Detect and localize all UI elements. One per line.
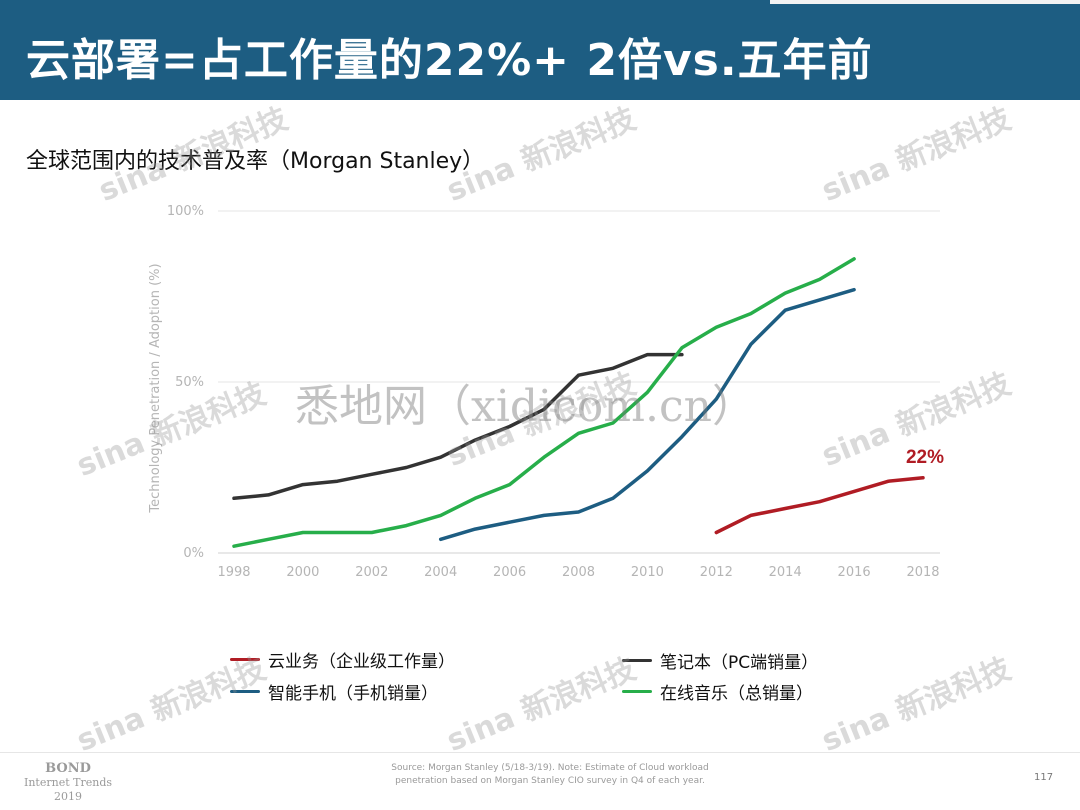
- source-line-1: Source: Morgan Stanley (5/18-3/19). Note…: [391, 763, 709, 773]
- annotation-label: 22%: [906, 447, 944, 468]
- x-tick-label: 2002: [355, 565, 388, 580]
- x-tick-label: 1998: [217, 565, 250, 580]
- page-title: 云部署=占工作量的22%+ 2倍vs.五年前: [26, 35, 873, 86]
- series-line-laptop: [232, 352, 684, 501]
- watermark-site: 悉地网（xidicom.cn）: [295, 381, 756, 432]
- x-tick-label: 2018: [906, 565, 939, 580]
- series-line-music: [232, 257, 856, 548]
- x-tick-label: 2014: [769, 565, 802, 580]
- x-tick-label: 2006: [493, 565, 526, 580]
- series-line-cloud: [714, 476, 925, 535]
- bond-logo-title: BOND: [45, 761, 91, 776]
- chart-subtitle: 全球范围内的技术普及率（Morgan Stanley）: [26, 149, 485, 174]
- source-line-2: penetration based on Morgan Stanley CIO …: [395, 776, 705, 786]
- y-tick-label: 0%: [183, 546, 204, 561]
- x-tick-label: 2010: [631, 565, 664, 580]
- bond-logo-subtitle: Internet Trends: [24, 776, 113, 789]
- x-tick-label: 2004: [424, 565, 457, 580]
- x-tick-label: 2016: [838, 565, 871, 580]
- y-tick-label: 50%: [175, 375, 204, 390]
- bond-logo: BOND Internet Trends 2019: [24, 762, 112, 804]
- x-tick-label: 2000: [286, 565, 319, 580]
- y-axis-label: Technology Penetration / Adoption (%): [148, 263, 163, 513]
- page-number: 117: [1034, 772, 1054, 783]
- footer-divider: [0, 752, 1080, 753]
- source-note: Source: Morgan Stanley (5/18-3/19). Note…: [360, 762, 740, 788]
- y-tick-label: 100%: [167, 204, 204, 219]
- header-accent: [770, 0, 1080, 4]
- bond-logo-year: 2019: [54, 790, 82, 803]
- series-line-smartphone: [438, 287, 856, 542]
- x-tick-label: 2008: [562, 565, 595, 580]
- header-bar: 云部署=占工作量的22%+ 2倍vs.五年前: [0, 0, 1080, 100]
- x-tick-label: 2012: [700, 565, 733, 580]
